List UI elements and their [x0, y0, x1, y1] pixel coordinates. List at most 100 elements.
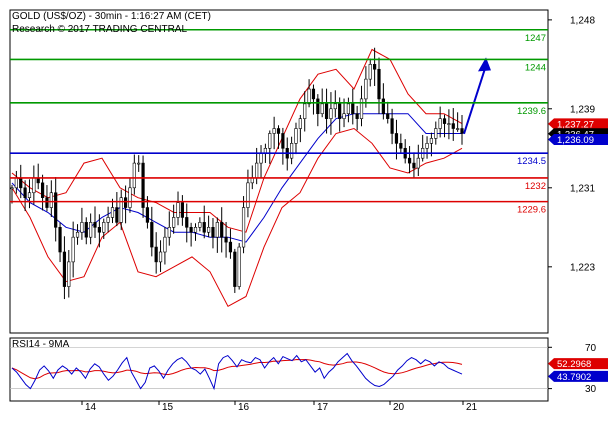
candle-body-75 [338, 103, 342, 119]
candle-body-5 [32, 177, 36, 194]
candle-body-99 [442, 118, 447, 124]
candle-body-36 [167, 227, 171, 238]
candle-body-53 [241, 207, 246, 248]
candle-body-28 [132, 162, 136, 189]
candle-body-8 [45, 197, 49, 208]
x-tick-label-1: 15 [162, 402, 174, 413]
candle-body-72 [324, 103, 329, 119]
price-plot-frame [9, 9, 549, 334]
candle-body-80 [359, 98, 364, 119]
rsi-tag-0-label: 52.2968 [557, 359, 591, 370]
candle-body-70 [316, 98, 320, 115]
candle-body-65 [294, 128, 298, 144]
rsi-last-value-tags: 52.2968 43.7902 [548, 358, 608, 383]
rsi-tag-0-bg [548, 358, 608, 370]
forecast-arrow-head [478, 57, 491, 72]
candle-body-1 [14, 177, 18, 189]
price-y-tick-label-3: 1,248 [570, 15, 595, 26]
candle-body-79 [355, 113, 359, 119]
candle-body-76 [342, 113, 346, 119]
candle-body-95 [425, 143, 429, 149]
x-tick-label-0: 14 [85, 402, 97, 413]
candle-body-98 [438, 118, 442, 129]
candle-body-24 [115, 207, 119, 223]
price-panel: 1247 1244 1239.6 1234.5 1232 1229.6 1,223 1,23… [9, 9, 608, 334]
candle-body-25 [119, 197, 123, 223]
rsi-y-axis: 30 70 [548, 343, 597, 395]
candle-body-101 [451, 123, 455, 129]
levels-layer: 1247 1244 1239.6 1234.5 1232 1229.6 [10, 28, 548, 216]
candle-body-35 [163, 236, 167, 253]
level-label-5: 1229.6 [517, 205, 546, 216]
candle-body-30 [141, 162, 145, 208]
candle-body-46 [211, 227, 215, 238]
candle-body-54 [246, 182, 250, 208]
candle-body-82 [368, 64, 372, 80]
rsi-plot-frame [9, 337, 549, 402]
chart-subtitle: Research © 2017 TRADING CENTRAL [12, 24, 188, 35]
candle-body-60 [272, 128, 276, 134]
candle-body-87 [390, 118, 394, 134]
candle-body-10 [54, 192, 58, 228]
candle-body-50 [228, 241, 233, 253]
candle-body-16 [80, 222, 84, 233]
candle-body-91 [407, 157, 412, 164]
candle-body-9 [49, 192, 53, 208]
candle-body-66 [298, 118, 302, 129]
price-tag-2-bg [548, 134, 608, 146]
candle-body-43 [198, 222, 202, 228]
candle-body-57 [259, 152, 263, 164]
candle-body-88 [394, 133, 399, 144]
candle-body-96 [429, 138, 434, 144]
candle-body-29 [137, 162, 141, 165]
price-y-tick-label-1: 1,231 [570, 183, 595, 194]
candle-body-64 [290, 143, 294, 159]
price-y-tick-label-0: 1,223 [570, 262, 595, 273]
candle-body-92 [412, 162, 416, 169]
candle-body-48 [220, 222, 224, 238]
x-tick-label-2: 16 [238, 402, 250, 413]
candle-body-11 [58, 227, 62, 253]
candle-body-85 [381, 98, 385, 115]
candle-body-26 [123, 197, 128, 208]
candle-body-81 [364, 78, 368, 100]
x-tick-label-3: 17 [317, 402, 329, 413]
price-tag-2-label: 1,236.09 [557, 135, 594, 146]
candle-body-7 [40, 182, 45, 198]
candle-body-33 [154, 246, 158, 263]
candle-body-74 [333, 103, 337, 110]
candle-body-68 [307, 88, 311, 105]
candle-body-34 [158, 251, 163, 263]
rsi-tag-1-label: 43.7902 [557, 372, 591, 383]
candle-body-3 [23, 187, 27, 198]
candle-body-67 [303, 103, 307, 119]
candle-body-71 [320, 103, 324, 115]
candle-body-31 [145, 207, 150, 223]
candle-body-32 [150, 222, 154, 248]
rsi-title: RSI14 - 9MA [12, 339, 70, 350]
candle-body-27 [128, 187, 132, 208]
price-y-tick-label-2: 1,239 [570, 104, 595, 115]
candle-body-61 [276, 128, 281, 134]
rsi-y-tick-label-0: 30 [585, 384, 597, 395]
candle-body-22 [106, 217, 110, 223]
candle-body-84 [377, 68, 381, 100]
candle-body-97 [434, 128, 438, 139]
candle-body-20 [97, 227, 101, 233]
candle-body-56 [255, 162, 259, 179]
candle-body-86 [386, 113, 390, 119]
rsi-y-tick-label-1: 70 [585, 343, 597, 354]
candle-body-103 [460, 128, 464, 134]
candle-body-18 [89, 222, 93, 238]
candle-body-38 [176, 202, 180, 218]
price-tag-0-bg [548, 118, 608, 130]
candle-body-2 [19, 177, 23, 189]
chart-title: GOLD (US$/OZ) - 30min - 1:16:27 AM (CET) [12, 11, 211, 22]
candle-body-47 [215, 222, 219, 238]
candle-body-45 [207, 227, 211, 233]
candle-body-15 [75, 231, 80, 238]
x-tick-label-4: 20 [393, 402, 405, 413]
candle-body-77 [346, 103, 351, 115]
candle-body-41 [189, 227, 193, 233]
